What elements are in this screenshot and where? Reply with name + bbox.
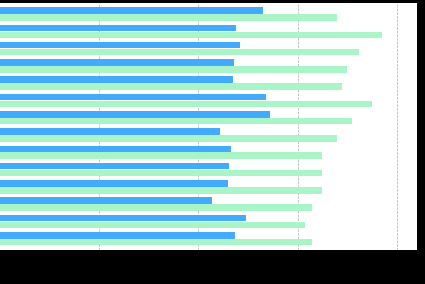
Bar xyxy=(0,135,337,142)
Bar xyxy=(0,66,347,73)
Bar xyxy=(0,49,359,55)
Bar xyxy=(0,83,342,90)
Bar xyxy=(0,128,220,135)
Bar xyxy=(0,187,322,194)
Bar xyxy=(0,222,306,228)
Bar xyxy=(0,239,312,245)
Bar xyxy=(0,14,337,21)
Bar xyxy=(0,197,212,204)
Bar xyxy=(0,111,270,118)
Bar xyxy=(0,59,234,66)
Bar xyxy=(0,180,228,187)
Bar xyxy=(0,42,240,49)
Bar xyxy=(0,101,372,107)
Bar xyxy=(0,232,235,239)
Bar xyxy=(0,25,236,31)
Bar xyxy=(0,170,322,176)
Bar xyxy=(0,153,322,159)
Bar xyxy=(0,76,233,83)
Bar xyxy=(0,94,266,100)
Bar xyxy=(0,118,352,124)
Bar xyxy=(0,163,229,169)
Bar xyxy=(0,146,231,152)
Bar xyxy=(0,204,312,211)
Bar xyxy=(0,7,263,14)
Bar xyxy=(0,215,246,221)
Bar xyxy=(0,32,382,38)
